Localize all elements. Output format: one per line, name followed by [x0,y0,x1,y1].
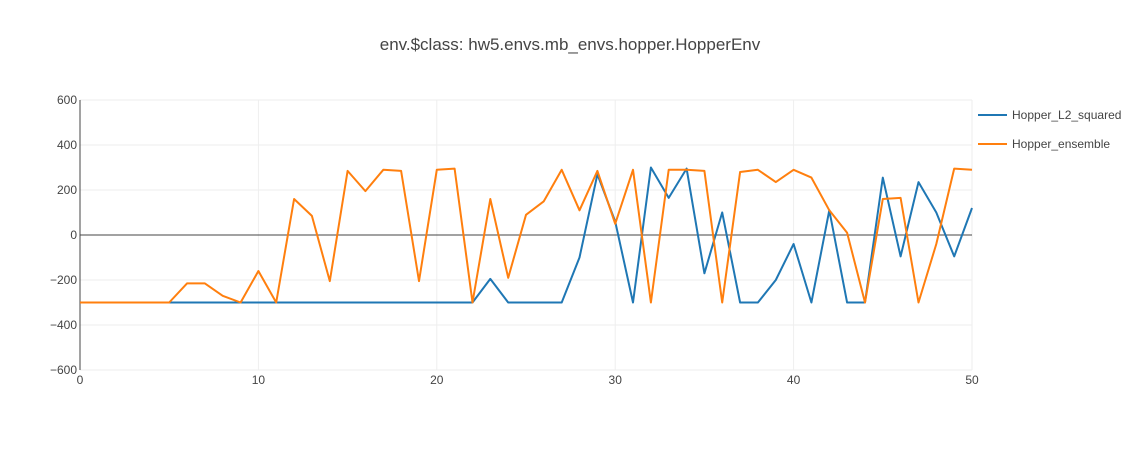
x-tick-label: 20 [430,373,444,387]
legend-item-hopper-l2-squared[interactable]: Hopper_L2_squared [978,108,1121,122]
grid [80,99,973,371]
legend-label: Hopper_ensemble [1012,137,1110,151]
y-tick-label: 400 [57,138,77,152]
y-tick-label: −600 [50,363,77,377]
series-line-hopper-ensemble [80,167,973,304]
y-tick-label: 600 [57,93,77,107]
x-tick-label: 10 [252,373,266,387]
series-line-hopper-l2-squared [80,166,973,304]
y-tick-label: 0 [70,228,77,242]
series-lines [80,166,973,304]
x-tick-label: 0 [77,373,84,387]
x-axis-ticks: 0 10 20 30 40 50 [77,373,979,387]
x-tick-label: 40 [787,373,801,387]
y-axis-ticks: −600 −400 −200 0 200 400 600 [50,93,77,377]
x-tick-label: 50 [965,373,979,387]
legend-item-hopper-ensemble[interactable]: Hopper_ensemble [978,137,1110,151]
y-tick-label: 200 [57,183,77,197]
chart-title: env.$class: hw5.envs.mb_envs.hopper.Hopp… [380,35,761,54]
y-tick-label: −200 [50,273,77,287]
legend-label: Hopper_L2_squared [1012,108,1121,122]
legend[interactable]: Hopper_L2_squared Hopper_ensemble [978,108,1121,151]
x-tick-label: 30 [609,373,623,387]
y-tick-label: −400 [50,318,77,332]
